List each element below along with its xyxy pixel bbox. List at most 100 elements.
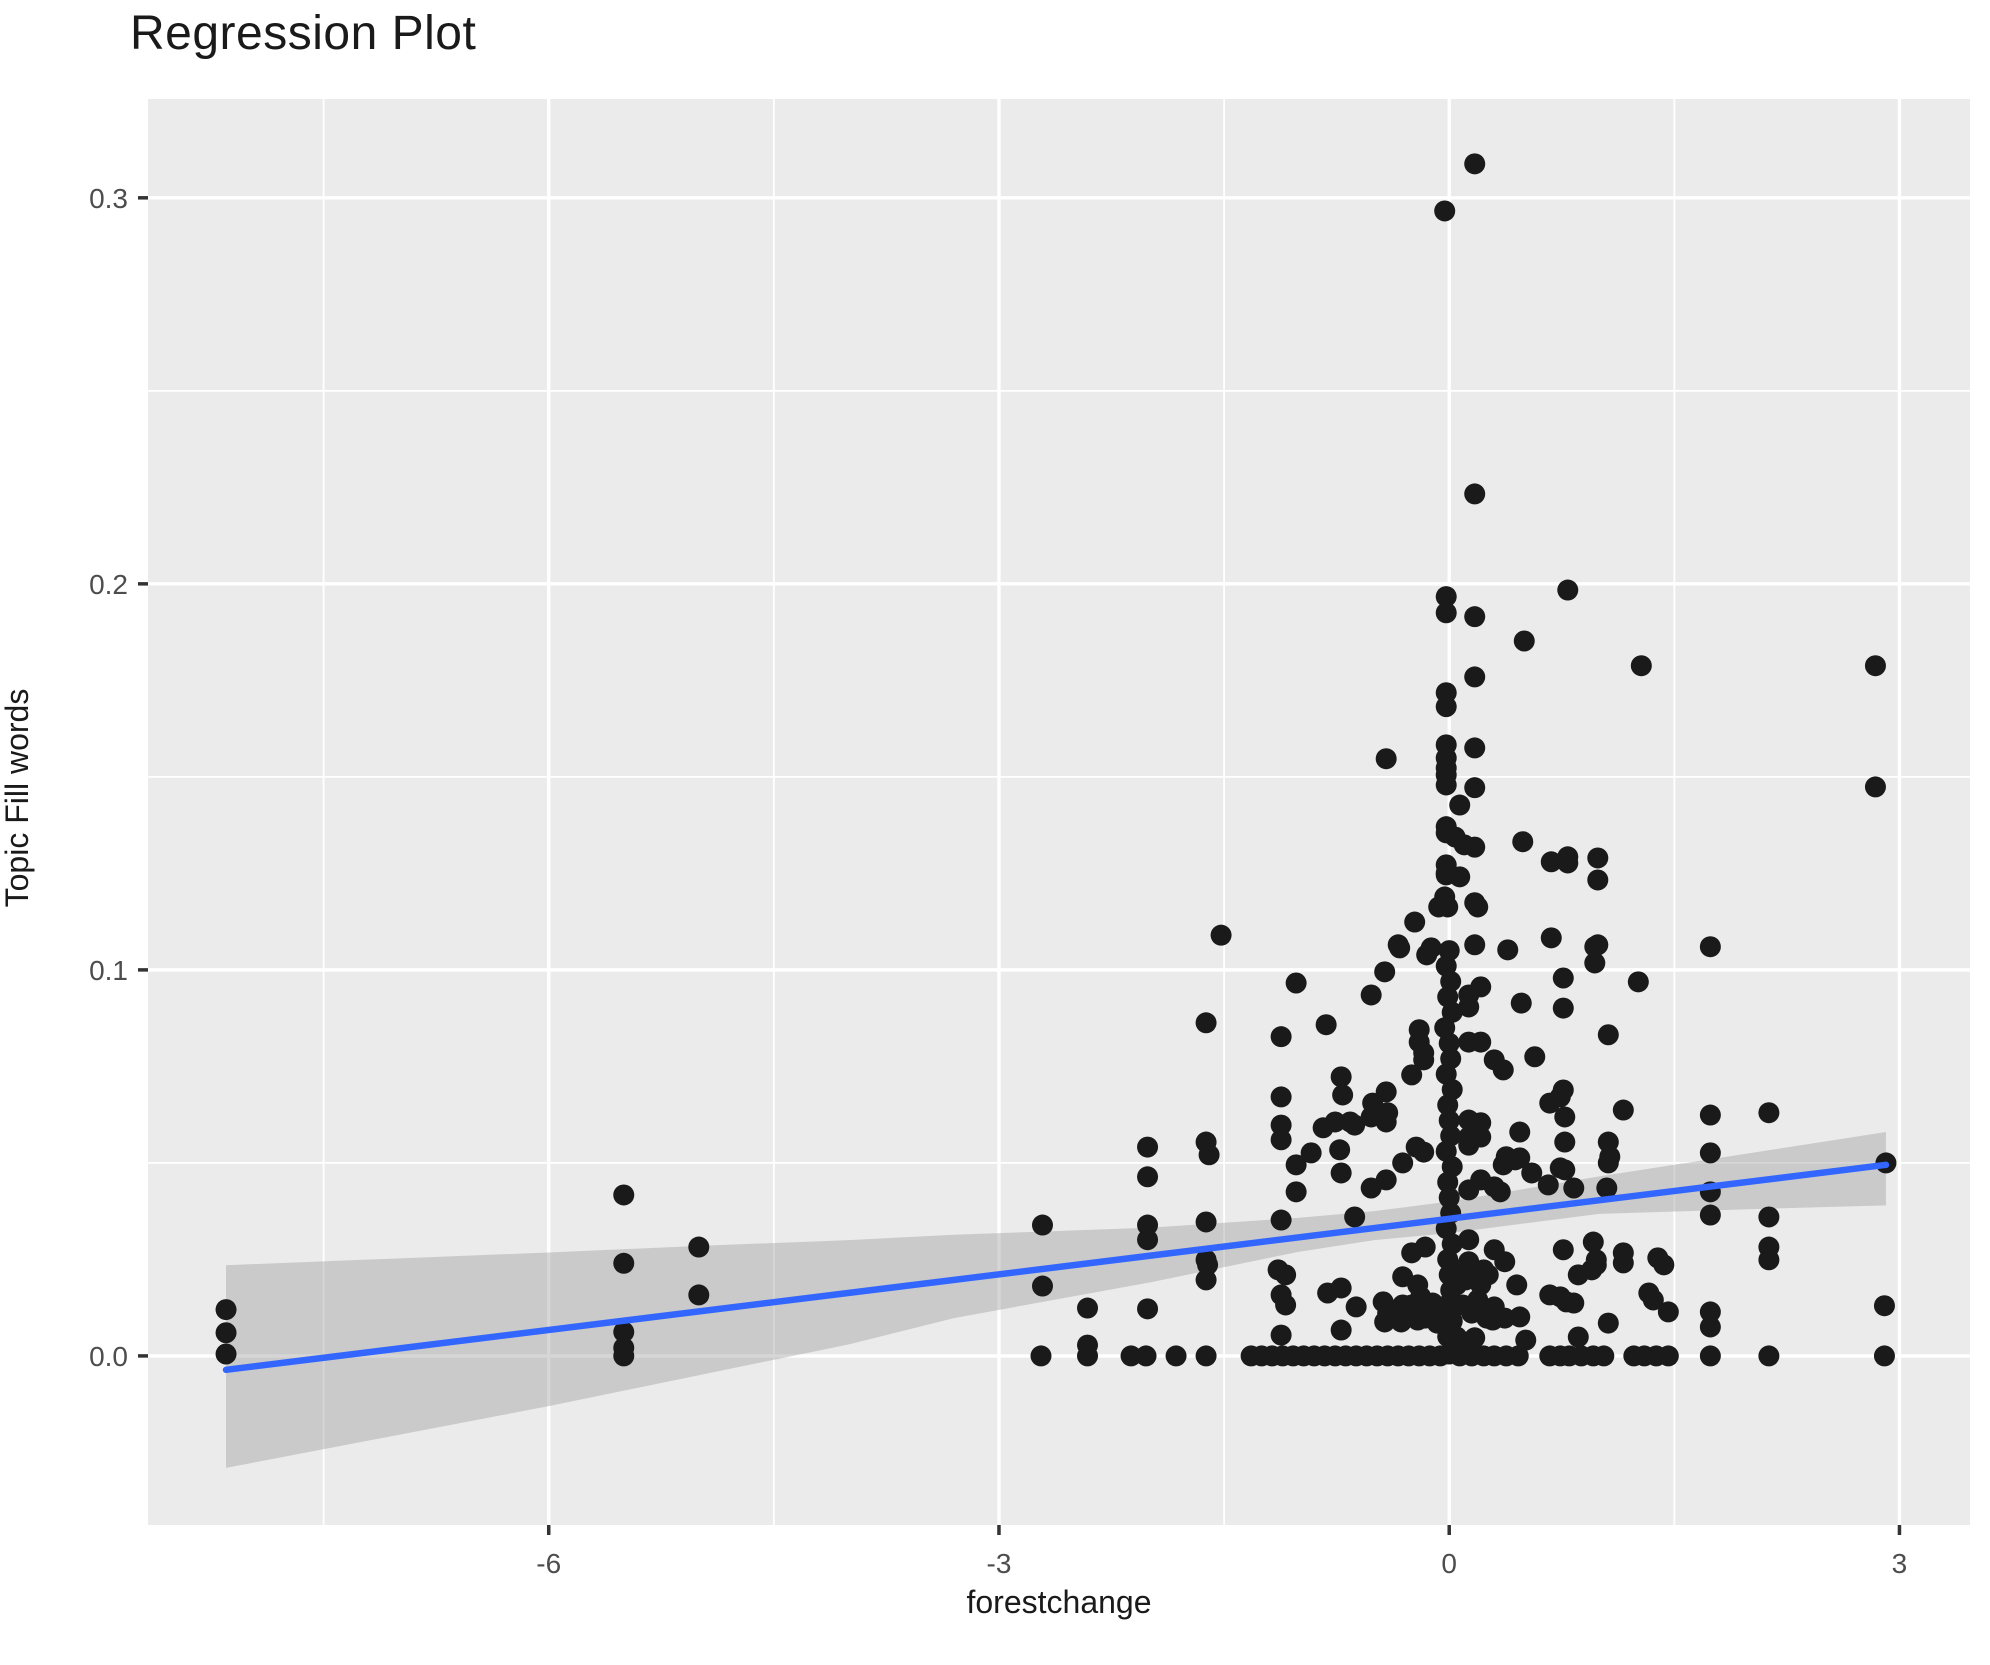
data-point [1464,606,1486,628]
data-point [1210,924,1232,946]
data-point [1657,1301,1679,1323]
data-point [1031,1275,1053,1297]
data-point [1195,1269,1217,1291]
data-point [1587,934,1609,956]
data-point [1270,1324,1292,1346]
data-point [1864,655,1886,677]
data-point [1873,1295,1895,1317]
data-point [1492,1059,1514,1081]
data-point [1554,1131,1576,1153]
data-point [1458,996,1480,1018]
data-point [1077,1345,1099,1367]
data-point [613,1252,635,1274]
data-point [1627,971,1649,993]
data-point [1504,1149,1526,1171]
data-point [1506,1274,1528,1296]
data-point [1195,1211,1217,1233]
data-point [1195,1345,1217,1367]
data-point [1375,1111,1397,1133]
data-point [1557,579,1579,601]
data-point [1584,952,1606,974]
data-point [1077,1297,1099,1319]
data-point [1387,934,1409,956]
data-point [1612,1099,1634,1121]
data-point [1464,1327,1486,1349]
data-point [1435,586,1457,608]
data-point [1438,1187,1460,1209]
data-point [1458,1229,1480,1251]
data-point [1524,1046,1546,1068]
data-point [1513,630,1535,652]
data-point [1554,1106,1576,1128]
data-point [1324,1111,1346,1133]
regression-line [222,1161,1890,1374]
x-axis-title: forestchange [966,1584,1152,1620]
data-point [1585,1249,1607,1271]
data-point [1563,1177,1585,1199]
data-point [1437,1171,1459,1193]
data-point [1392,1152,1414,1174]
data-point [1374,1311,1396,1333]
data-point [1873,1345,1895,1367]
data-point [1699,1142,1721,1164]
data-point [1467,896,1489,918]
data-point [1344,1114,1366,1136]
data-point [215,1322,237,1344]
data-point [1458,1134,1480,1156]
data-point [1477,1264,1499,1286]
data-point [1509,1121,1531,1143]
data-point [1374,961,1396,983]
data-point [1567,1326,1589,1348]
data-point [1470,1031,1492,1053]
data-point [1330,1066,1352,1088]
data-point [1464,737,1486,759]
data-point [1597,1024,1619,1046]
data-point [1464,934,1486,956]
data-point [1587,847,1609,869]
data-point [1437,1094,1459,1116]
data-point [1597,1152,1619,1174]
data-point [1137,1229,1159,1251]
data-point [1330,1319,1352,1341]
data-point [1438,1032,1460,1054]
data-point [1657,1345,1679,1367]
data-point [1540,851,1562,873]
data-point [1464,153,1486,175]
data-point [1401,1294,1423,1316]
data-point [613,1184,635,1206]
data-point [613,1321,635,1343]
data-point [1557,852,1579,874]
data-point [613,1345,635,1367]
data-point [1521,1162,1543,1184]
data-point [688,1236,710,1258]
data-point [1137,1298,1159,1320]
data-point [1552,1239,1574,1261]
data-point [1494,1251,1516,1273]
data-point [1510,992,1532,1014]
y-tick-label: 0.3 [89,183,128,214]
data-point [1515,1329,1537,1351]
data-point [688,1284,710,1306]
data-point [1464,777,1486,799]
data-point [1699,936,1721,958]
data-point [1360,984,1382,1006]
data-point [1758,1102,1780,1124]
y-tick-label: 0.1 [89,955,128,986]
data-point [1758,1206,1780,1228]
data-point [1329,1139,1351,1161]
data-point [1540,927,1562,949]
data-point [1612,1242,1634,1264]
x-tick-label: 3 [1892,1548,1908,1579]
data-point [1137,1166,1159,1188]
data-point [1285,972,1307,994]
data-point [1435,774,1457,796]
data-point [1464,836,1486,858]
y-tick-label: 0.0 [89,1341,128,1372]
data-point [1549,1157,1571,1179]
data-point [1434,200,1456,222]
data-point [1539,1092,1561,1114]
data-point [1332,1084,1354,1106]
data-point [1270,1086,1292,1108]
data-point [1435,696,1457,718]
